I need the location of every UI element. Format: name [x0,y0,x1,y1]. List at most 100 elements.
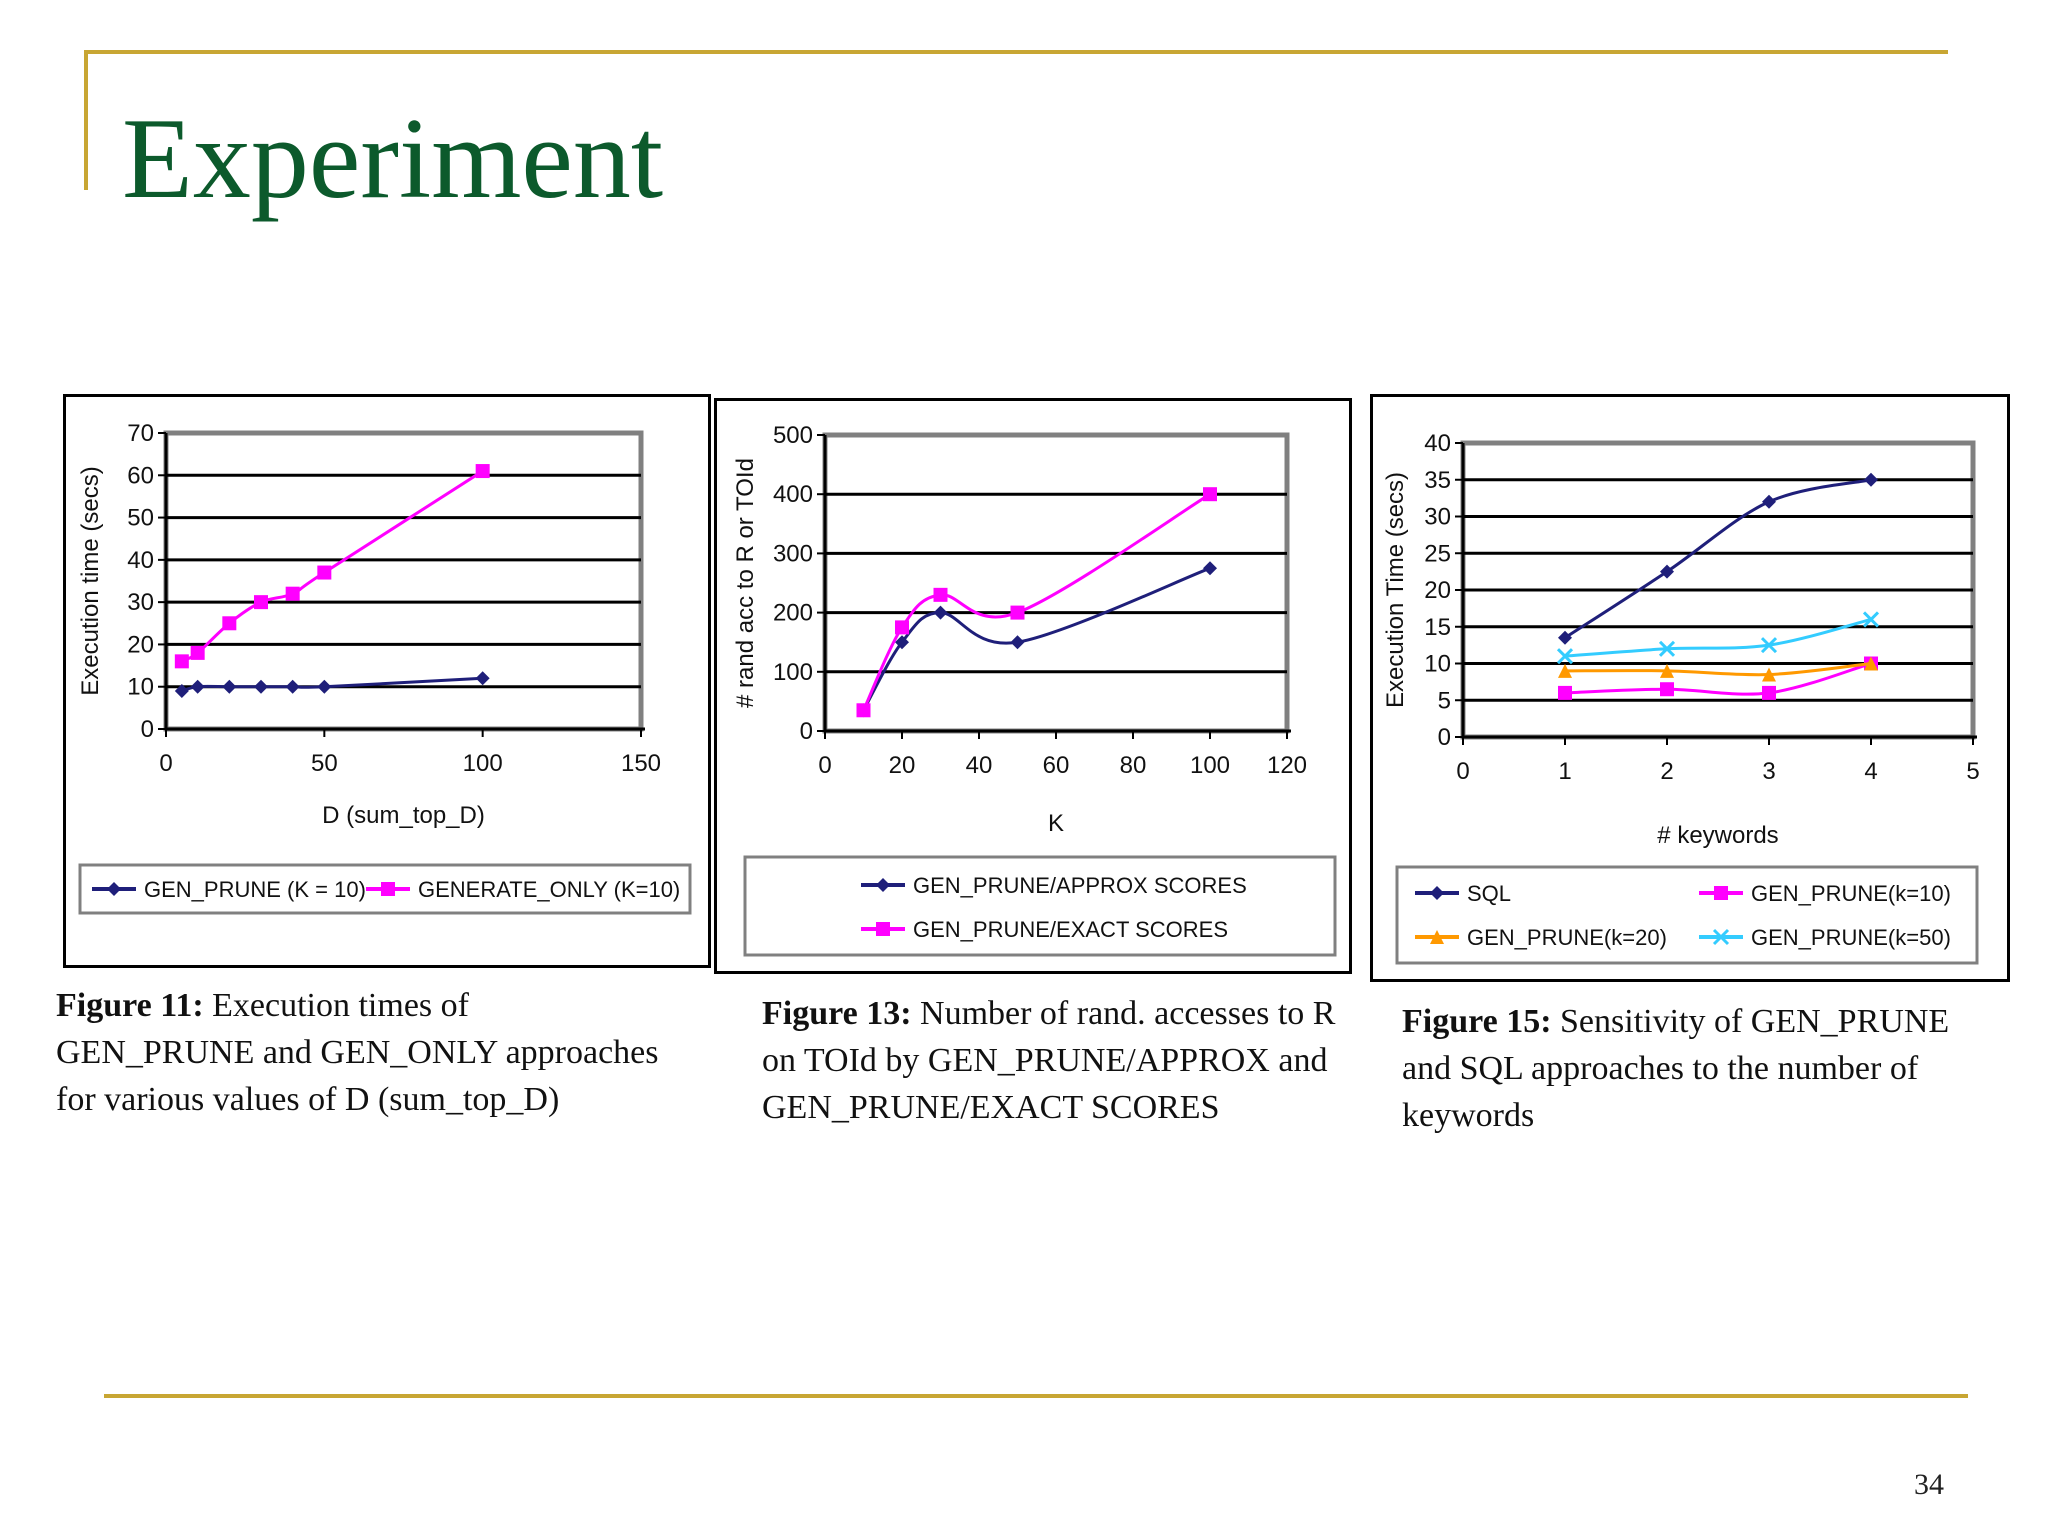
y-tick-label: 0 [800,718,813,745]
legend-swatch-marker [876,878,890,892]
y-tick-label: 200 [773,600,813,627]
y-tick-label: 0 [141,716,154,743]
data-point-b [1760,637,1778,654]
x-tick-label: 0 [159,750,172,777]
plot-area [163,430,644,732]
data-point [1556,648,1574,665]
figure-15-chart: 0 5 10 15 20 25 30 35 40 0 1 2 3 4 5 # keywords Executio… [1370,394,2010,982]
legend-box [1395,865,1979,965]
data-point [254,679,268,694]
y-axis-label: # rand acc to R or TOId [732,458,759,708]
figure-15-caption-bold: Figure 15: [1402,1003,1552,1040]
series-line [862,566,1211,712]
data-point [1010,605,1025,620]
series-line [1564,662,1872,696]
series-3 [1558,656,1878,682]
x-tick-label: 5 [1966,758,1979,785]
data-point [222,679,237,694]
data-point [1762,685,1776,700]
figure-11-caption-line-3: for various values of D (sum_top_D) [56,1081,560,1118]
data-point [174,654,189,669]
data-point [895,635,909,650]
x-tick-label: 2 [1660,758,1673,785]
legend-swatch-marker [1430,886,1444,900]
data-point [933,605,948,620]
legend-item: GEN_PRUNE(k=10) [1699,881,1951,906]
x-tick-label: 4 [1864,758,1877,785]
y-tick-label: 20 [1424,577,1451,604]
data-point [895,620,909,635]
data-point [1762,667,1776,682]
data-point [190,679,205,694]
data-point [475,464,490,479]
y-tick-label: 0 [1438,724,1451,751]
left-rule [84,50,88,190]
data-point [1558,663,1572,678]
legend-item: GEN_PRUNE/EXACT SCORES [861,917,1228,942]
data-point [1203,487,1217,502]
data-point [174,683,189,698]
figure-13-caption-line-2: on TOId by GEN_PRUNE/APPROX and [762,1042,1328,1079]
legend-swatch-marker [1430,930,1444,944]
series-line [1564,478,1872,640]
plot-area [822,432,1290,734]
y-tick-label: 30 [1424,504,1451,531]
data-point [317,679,332,694]
data-point [1864,656,1878,671]
series-line [1564,617,1872,658]
x-axis-label: # keywords [1657,822,1778,849]
legend-swatch-marker-b [1712,928,1730,946]
y-tick-label: 70 [127,420,154,447]
legend-label: GEN_PRUNE/EXACT SCORES [913,917,1228,942]
figure-11-chart: 0 10 20 30 40 50 60 70 0 50 100 150 D (sum_top_D) Exe… [63,394,711,968]
series-2 [856,487,1217,718]
legend-label: GENERATE_ONLY (K=10) [418,877,680,902]
figure-15-caption-line-2: and SQL approaches to the number of [1402,1050,1919,1087]
data-point [1558,630,1572,645]
figure-15-caption-line-1: Sensitivity of GEN_PRUNE [1551,1003,1950,1040]
figure-11-svg: 0 10 20 30 40 50 60 70 0 50 100 150 D (sum_top_D) Exe… [77,420,692,915]
legend-box [78,863,692,915]
legend-item: GEN_PRUNE(k=20) [1415,925,1667,950]
y-tick-label: 500 [773,422,813,449]
y-tick-label: 10 [127,674,154,701]
legend-label: GEN_PRUNE(k=50) [1751,925,1951,950]
page-number: 34 [1914,1468,1944,1501]
legend-swatch-marker [1712,928,1730,946]
data-point [856,703,871,718]
legend-item: GEN_PRUNE (K = 10) [92,877,366,902]
x-tick-label: 150 [621,750,661,777]
legend-label: GEN_PRUNE (K = 10) [144,877,366,902]
y-tick-label: 300 [773,540,813,567]
figure-13-svg: 0 100 200 300 400 500 0 20 40 60 80 100 120 K # rand a… [732,422,1337,957]
legend-swatch-marker [1714,886,1728,900]
legend-label: SQL [1467,881,1511,906]
y-tick-label: 35 [1424,467,1451,494]
y-tick-label: 5 [1438,687,1451,714]
x-tick-label: 20 [889,752,916,779]
data-point [317,565,332,580]
series-1 [174,671,490,698]
figure-13-caption-bold: Figure 13: [762,995,912,1032]
series-2 [174,464,490,669]
x-tick-label: 80 [1120,752,1147,779]
y-tick-label: 400 [773,481,813,508]
legend-item: GEN_PRUNE(k=50) [1699,925,1951,950]
figure-13-chart: 0 100 200 300 400 500 0 20 40 60 80 100 120 K # rand a… [714,398,1352,974]
x-tick-label: 100 [1190,752,1230,779]
data-point [1760,637,1778,654]
figure-11-caption: Figure 11: Execution times of GEN_PRUNE … [56,982,659,1123]
data-point [285,679,300,694]
y-tick-label: 60 [127,462,154,489]
data-point [1864,472,1878,487]
x-tick-label: 60 [1043,752,1070,779]
y-tick-label: 25 [1424,540,1451,567]
data-point-b [1862,611,1880,628]
figure-15-caption-line-3: keywords [1402,1097,1535,1134]
figure-13-caption-line-3: GEN_PRUNE/EXACT SCORES [762,1089,1220,1126]
y-tick-label: 40 [1424,430,1451,457]
figure-11-caption-bold: Figure 11: [56,987,204,1024]
data-point [1862,611,1880,628]
data-point [1558,685,1572,700]
